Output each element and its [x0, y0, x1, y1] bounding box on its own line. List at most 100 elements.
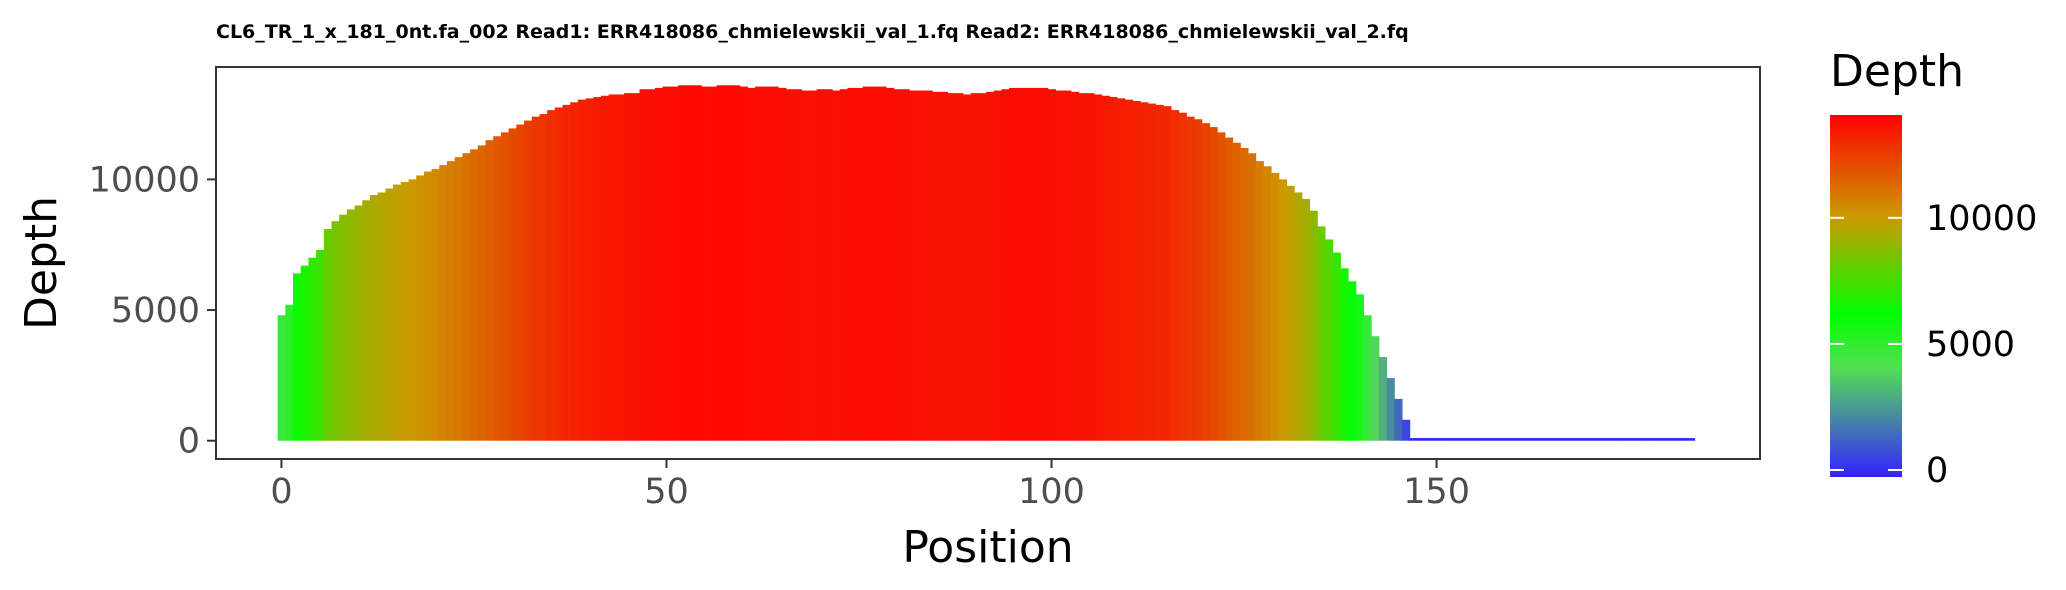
bar [1310, 211, 1318, 441]
bar [1579, 438, 1587, 441]
bar [524, 121, 532, 441]
bar [1471, 438, 1479, 441]
bar [670, 87, 678, 441]
bar [1317, 226, 1325, 440]
bar [1648, 438, 1656, 441]
bar [1171, 110, 1179, 441]
bar [301, 266, 309, 441]
legend-tick-label: 0 [1926, 451, 1948, 491]
bar [1225, 138, 1233, 441]
bar [1078, 93, 1086, 441]
bar [901, 89, 909, 440]
bar [539, 114, 547, 441]
bars [278, 85, 1696, 440]
bar [1510, 438, 1518, 441]
bar [1656, 438, 1664, 441]
bar [955, 93, 963, 441]
bar [439, 165, 447, 441]
bar [1263, 166, 1271, 440]
bar [1148, 104, 1156, 441]
bar [1371, 336, 1379, 441]
bar [1063, 91, 1071, 441]
bar [332, 221, 340, 441]
bar [1440, 438, 1448, 441]
bar [1502, 438, 1510, 441]
bar [963, 94, 971, 440]
bar [1525, 438, 1533, 441]
bar [1233, 143, 1241, 441]
bar [1140, 102, 1148, 440]
bar [909, 91, 917, 441]
bar [470, 149, 478, 440]
bar [978, 93, 986, 441]
bar [655, 88, 663, 441]
bar [1564, 438, 1572, 441]
bar [1464, 438, 1472, 441]
bar [732, 85, 740, 440]
bar [1286, 186, 1294, 441]
bar [1240, 148, 1248, 441]
bar [1587, 438, 1595, 441]
bar [285, 305, 293, 441]
bar [1687, 438, 1695, 441]
bar [1356, 294, 1364, 440]
bar [1348, 281, 1356, 440]
bar [770, 87, 778, 441]
y-axis-title: Depth [16, 196, 67, 330]
bar [478, 145, 486, 440]
bar [932, 92, 940, 441]
bar [1394, 399, 1402, 441]
bar [1387, 378, 1395, 441]
y-tick-label: 5000 [111, 291, 200, 331]
bar [486, 140, 494, 441]
bar [1202, 123, 1210, 441]
bar [640, 89, 648, 440]
bar [1032, 88, 1040, 441]
bar [686, 85, 694, 440]
x-axis: 0 50 100 150 [270, 459, 1470, 512]
bar [940, 92, 948, 441]
bar [663, 87, 671, 441]
bar [1256, 161, 1264, 441]
bar [755, 87, 763, 441]
bar [794, 89, 802, 440]
legend-tick-label: 5000 [1926, 325, 2015, 365]
bar [370, 195, 378, 441]
bar [809, 91, 817, 441]
bar [424, 172, 432, 441]
bar [724, 85, 732, 440]
bar [1048, 89, 1056, 440]
bar [1671, 438, 1679, 441]
bar [432, 169, 440, 441]
legend-tick-label: 10000 [1926, 199, 2037, 239]
bar [609, 94, 617, 440]
bar [1425, 438, 1433, 441]
bar [894, 89, 902, 440]
bar [339, 215, 347, 441]
x-axis-title: Position [902, 522, 1073, 573]
bar [1602, 438, 1610, 441]
bar [278, 315, 286, 440]
x-tick-label: 0 [270, 472, 292, 512]
bar [740, 87, 748, 441]
bar [1302, 199, 1310, 441]
bar [1102, 96, 1110, 441]
bar [1279, 179, 1287, 440]
bar [416, 175, 424, 440]
bar [1479, 438, 1487, 441]
bar [570, 102, 578, 440]
bar [986, 92, 994, 441]
bar [1155, 105, 1163, 441]
bar [355, 206, 363, 441]
bar [1001, 89, 1009, 440]
bar [709, 87, 717, 441]
bar [601, 96, 609, 441]
bar [1410, 438, 1418, 441]
bar [516, 124, 524, 440]
bar [1125, 100, 1133, 441]
bar [1571, 438, 1579, 441]
bar [624, 93, 632, 441]
bar [1594, 438, 1602, 441]
y-tick-label: 10000 [89, 160, 200, 200]
